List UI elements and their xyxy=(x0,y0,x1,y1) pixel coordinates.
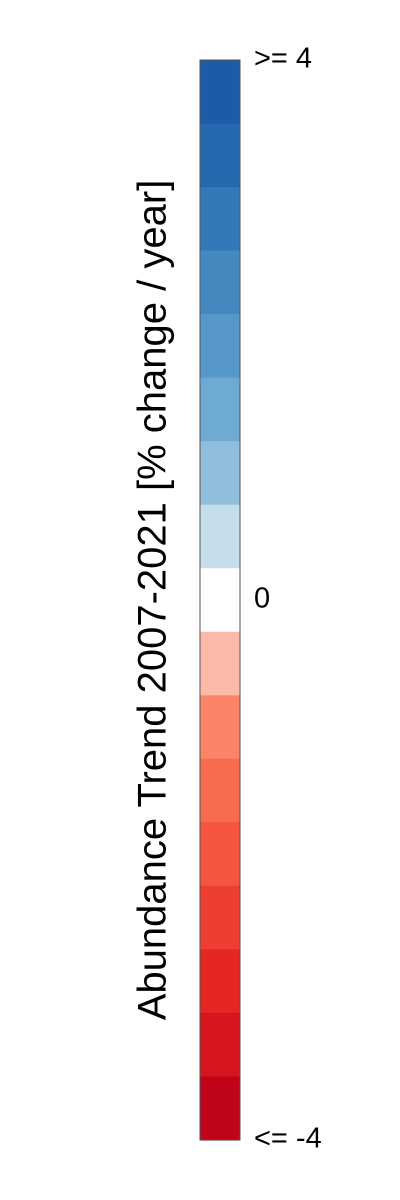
colorbar-tick-label: 0 xyxy=(254,583,270,615)
colorbar-bin xyxy=(200,60,240,125)
colorbar-bin xyxy=(200,123,240,188)
colorbar-bin xyxy=(200,758,240,823)
colorbar-frame xyxy=(199,59,241,1141)
colorbar-axis-title: Abundance Trend 2007-2021 [% change / ye… xyxy=(131,180,175,1021)
colorbar-bin xyxy=(200,250,240,315)
colorbar-bin xyxy=(200,949,240,1014)
colorbar-bin xyxy=(200,695,240,760)
colorbar-bin xyxy=(200,187,240,252)
colorbar-bin xyxy=(200,631,240,696)
colorbar-bin xyxy=(200,822,240,887)
colorbar-bin xyxy=(200,1012,240,1078)
colorbar-tick-labels: >= 4 0 <= -4 xyxy=(254,43,322,1155)
colorbar-bin xyxy=(200,504,240,569)
colorbar-bins xyxy=(200,60,240,1141)
colorbar-bin xyxy=(200,314,240,379)
colorbar-tick-label: <= -4 xyxy=(254,1123,322,1155)
colorbar-bin xyxy=(200,885,240,951)
colorbar-bin xyxy=(200,441,240,506)
colorbar-tick-label: >= 4 xyxy=(254,43,312,75)
colorbar-bin xyxy=(200,568,240,633)
colorbar-bin xyxy=(200,1076,240,1141)
colorbar-bin xyxy=(200,377,240,442)
